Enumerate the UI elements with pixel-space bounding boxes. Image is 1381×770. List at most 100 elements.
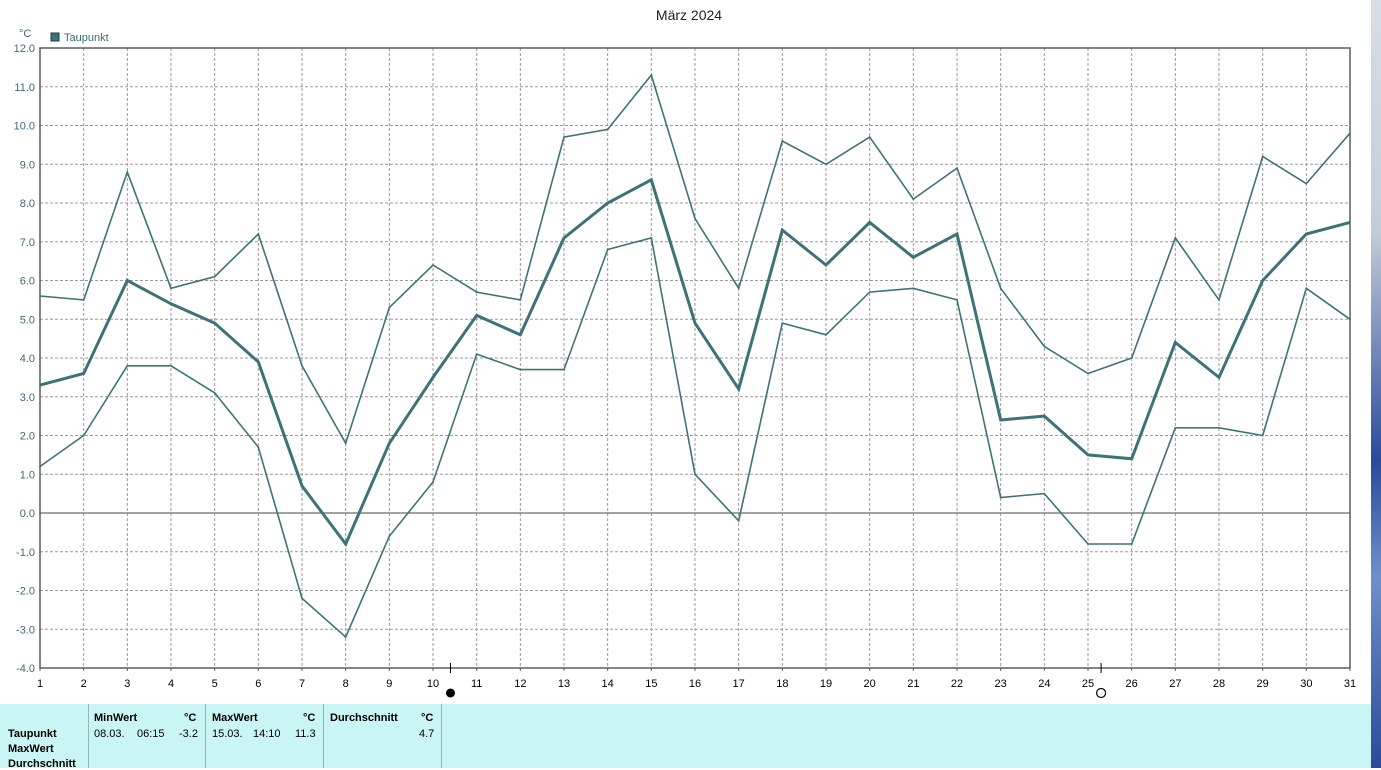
data-point xyxy=(475,314,478,317)
data-point xyxy=(82,372,85,375)
durchschnitt-unit: °C xyxy=(421,712,434,724)
data-point xyxy=(1261,155,1264,158)
data-point xyxy=(1130,457,1133,460)
durchschnitt-value: 4.7 xyxy=(419,728,435,740)
x-tick-label: 26 xyxy=(1126,678,1138,690)
data-point xyxy=(781,140,784,142)
data-point xyxy=(257,446,260,449)
data-point xyxy=(694,217,696,220)
data-point xyxy=(82,434,85,437)
data-point xyxy=(650,236,653,239)
data-point xyxy=(1130,357,1133,359)
x-tick-label: 21 xyxy=(907,678,919,690)
data-point xyxy=(301,364,303,367)
x-tick-label: 9 xyxy=(386,678,392,690)
y-tick-label: -1.0 xyxy=(16,547,35,559)
data-point xyxy=(170,364,172,367)
data-point xyxy=(781,229,784,232)
data-point xyxy=(825,264,827,266)
data-point xyxy=(868,221,871,224)
data-point xyxy=(475,291,478,294)
x-tick-label: 24 xyxy=(1038,678,1050,690)
data-point xyxy=(563,236,565,239)
y-tick-label: 8.0 xyxy=(20,198,35,210)
x-tick-label: 8 xyxy=(343,678,349,690)
data-point xyxy=(999,496,1002,499)
data-point xyxy=(1087,543,1089,545)
maxwert-unit: °C xyxy=(303,712,316,724)
stats-separator xyxy=(88,704,89,768)
window-edge xyxy=(1371,0,1381,768)
data-point xyxy=(213,322,216,325)
data-point xyxy=(1087,372,1089,375)
data-point xyxy=(432,481,434,483)
maxwert-time: 14:10 xyxy=(253,728,281,740)
data-point xyxy=(999,287,1002,290)
data-point xyxy=(257,233,260,235)
minwert-header: MinWert xyxy=(94,712,138,724)
data-point xyxy=(1305,287,1308,290)
y-tick-label: -2.0 xyxy=(16,586,35,598)
x-tick-label: 16 xyxy=(689,678,701,690)
data-point xyxy=(1261,279,1264,282)
data-point xyxy=(39,384,41,387)
x-tick-label: 12 xyxy=(514,678,526,690)
y-tick-label: 2.0 xyxy=(20,431,35,443)
y-tick-label: 12.0 xyxy=(14,43,35,55)
x-tick-label: 13 xyxy=(558,678,570,690)
x-tick-label: 17 xyxy=(733,678,745,690)
data-point xyxy=(1087,453,1089,456)
data-point xyxy=(126,171,129,173)
data-point xyxy=(170,287,172,290)
data-point xyxy=(344,636,347,638)
data-point xyxy=(1043,415,1046,418)
minwert-value: -3.2 xyxy=(179,728,198,740)
stats-separator xyxy=(205,704,206,768)
x-tick-label: 28 xyxy=(1213,678,1225,690)
y-tick-label: 7.0 xyxy=(20,237,35,249)
y-tick-label: 11.0 xyxy=(14,82,35,94)
data-point xyxy=(1043,345,1046,348)
data-point xyxy=(694,473,696,476)
data-point xyxy=(344,442,347,445)
maxwert-value: 11.3 xyxy=(295,728,316,740)
x-tick-label: 3 xyxy=(124,678,130,690)
data-point xyxy=(1174,341,1177,344)
data-point xyxy=(563,368,565,371)
x-tick-label: 7 xyxy=(299,678,305,690)
maxwert-date: 15.03. xyxy=(212,728,243,740)
data-point xyxy=(606,128,609,131)
y-tick-label: 5.0 xyxy=(20,314,35,326)
data-point xyxy=(170,302,172,305)
data-point xyxy=(39,295,41,297)
x-tick-label: 6 xyxy=(255,678,261,690)
data-point xyxy=(1349,132,1351,135)
x-tick-label: 23 xyxy=(995,678,1007,690)
data-point xyxy=(737,388,740,390)
data-point xyxy=(1043,492,1046,495)
data-point xyxy=(301,484,303,487)
full-moon-icon xyxy=(445,688,455,698)
new-moon-icon xyxy=(1095,687,1107,699)
plot-area: 12.0 11.0 10.0 9.0 8.0 7.0 6.0 5.0 4.0 3.0 2.0 1.0 0… xyxy=(14,43,1356,699)
x-tick-label: 31 xyxy=(1344,678,1356,690)
data-point xyxy=(1305,233,1308,235)
data-point xyxy=(956,167,958,170)
data-point xyxy=(1218,426,1220,429)
data-point xyxy=(1130,543,1133,545)
data-point xyxy=(432,264,434,266)
data-point xyxy=(912,198,915,201)
data-point xyxy=(650,178,653,181)
minwert-date: 08.03. xyxy=(94,728,125,740)
x-tick-label: 18 xyxy=(776,678,788,690)
data-point xyxy=(1174,426,1177,429)
data-point xyxy=(1174,236,1177,239)
data-point xyxy=(606,202,609,204)
y-tick-label: 4.0 xyxy=(20,353,35,365)
x-tick-label: 20 xyxy=(864,678,876,690)
x-tick-label: 30 xyxy=(1300,678,1312,690)
y-tick-label: 3.0 xyxy=(20,392,35,404)
data-point xyxy=(912,256,915,259)
data-point xyxy=(912,287,915,290)
data-point xyxy=(82,298,85,301)
